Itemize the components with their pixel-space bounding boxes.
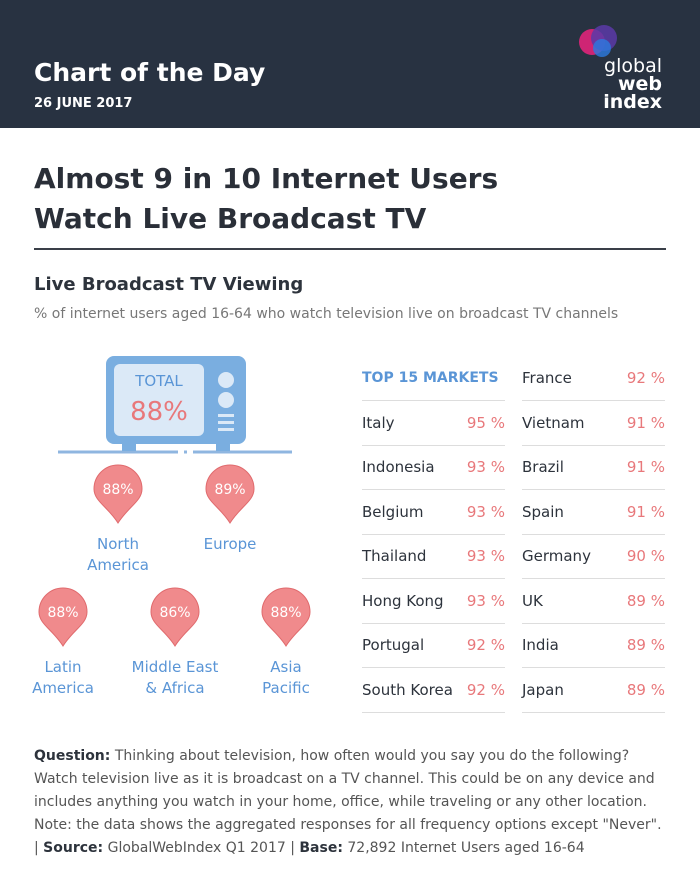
- country: Indonesia: [362, 458, 435, 476]
- headline: Watch Live Broadcast TV: [34, 202, 427, 235]
- country: Portugal: [362, 636, 425, 654]
- country: Germany: [522, 547, 591, 565]
- footnote-text: Thinking about television, how often wou…: [34, 748, 662, 856]
- region-name: Asia: [270, 658, 301, 676]
- country: Spain: [522, 502, 564, 521]
- percent: 92 %: [466, 680, 505, 699]
- table-row: Italy 95 %: [362, 401, 505, 446]
- table-row: Vietnam 91 %: [522, 401, 665, 446]
- country: Brazil: [522, 458, 564, 476]
- logo-text: web: [617, 73, 662, 95]
- percent: 89 %: [626, 636, 665, 654]
- table-row: Indonesia 93 %: [362, 445, 505, 490]
- pin-value: 88%: [47, 605, 78, 621]
- pin-value: 88%: [102, 482, 133, 498]
- percent: 93 %: [466, 547, 505, 565]
- footnote-text: Source:: [43, 840, 104, 856]
- table-row: South Korea 92 %: [362, 668, 505, 713]
- region-name: Europe: [204, 535, 257, 553]
- pin: [150, 587, 200, 647]
- region-name: America: [32, 679, 94, 697]
- header-date: 26 JUNE 2017: [34, 96, 133, 111]
- pin: [205, 464, 255, 524]
- region-name: Pacific: [262, 679, 310, 697]
- pin-value: 86%: [159, 605, 190, 621]
- tv-label: TOTAL: [134, 372, 183, 390]
- country: UK: [522, 591, 543, 610]
- percent: 95 %: [466, 413, 505, 432]
- percent: 92 %: [466, 636, 505, 654]
- percent: 89 %: [626, 680, 665, 699]
- percent: 89 %: [626, 591, 665, 610]
- percent: 93 %: [466, 591, 505, 610]
- tv-value: 88%: [130, 397, 188, 427]
- table-row: Brazil 91 %: [522, 445, 665, 490]
- logo-text: index: [603, 91, 662, 113]
- table-row: UK 89 %: [522, 579, 665, 624]
- country: Japan: [522, 680, 564, 699]
- percent: 91 %: [626, 458, 665, 476]
- footnote-text: Question:: [34, 748, 111, 764]
- country: Italy: [362, 413, 395, 432]
- pin-value: 89%: [214, 482, 245, 498]
- country: France: [522, 369, 572, 387]
- footnote-text: 72,892 Internet Users aged 16-64: [342, 840, 585, 856]
- region-name: North: [97, 535, 139, 553]
- header-title: Chart of the Day: [34, 58, 266, 87]
- percent: 92 %: [626, 369, 665, 387]
- table-row: Hong Kong 93 %: [362, 579, 505, 624]
- table-row: India 89 %: [522, 623, 665, 668]
- header-bar: [0, 0, 700, 128]
- table-row: Germany 90 %: [522, 534, 665, 579]
- divider: [34, 248, 666, 250]
- table-row: Spain 91 %: [522, 490, 665, 535]
- pin: [93, 464, 143, 524]
- table-row: Japan 89 %: [522, 668, 665, 713]
- country: Vietnam: [522, 413, 585, 432]
- country: South Korea: [362, 680, 453, 699]
- country: Hong Kong: [362, 591, 444, 610]
- logo-text: global: [604, 55, 662, 77]
- region-name: America: [87, 556, 149, 574]
- section-title: Live Broadcast TV Viewing: [34, 274, 304, 295]
- logo-mark: [579, 25, 617, 57]
- table-row: Portugal 92 %: [362, 623, 505, 668]
- table-heading: TOP 15 MARKETS: [362, 356, 505, 401]
- country: India: [522, 636, 559, 654]
- country: Belgium: [362, 502, 424, 521]
- footnote-text: Base:: [299, 840, 343, 856]
- table-row: Thailand 93 %: [362, 534, 505, 579]
- headline: Almost 9 in 10 Internet Users: [34, 162, 499, 195]
- percent: 93 %: [466, 502, 505, 521]
- region-name: Middle East: [132, 658, 219, 676]
- pin-value: 88%: [270, 605, 301, 621]
- percent: 91 %: [626, 413, 665, 432]
- illustration: TOTAL 88% 88% North America 89% Europe 88% Lat…: [32, 356, 311, 697]
- region-name: Latin: [44, 658, 81, 676]
- table-row: France 92 %: [522, 356, 665, 401]
- pin: [38, 587, 88, 647]
- percent: 91 %: [626, 502, 665, 521]
- table-row: Belgium 93 %: [362, 490, 505, 535]
- country: Thailand: [362, 547, 427, 565]
- percent: 93 %: [466, 458, 505, 476]
- percent: 90 %: [626, 547, 665, 565]
- section-subtitle: % of internet users aged 16-64 who watch…: [34, 306, 619, 322]
- footnote: Question: Thinking about television, how…: [34, 745, 670, 860]
- region-name: & Africa: [145, 679, 204, 697]
- pin: [261, 587, 311, 647]
- footnote-text: GlobalWebIndex Q1 2017 |: [103, 840, 300, 856]
